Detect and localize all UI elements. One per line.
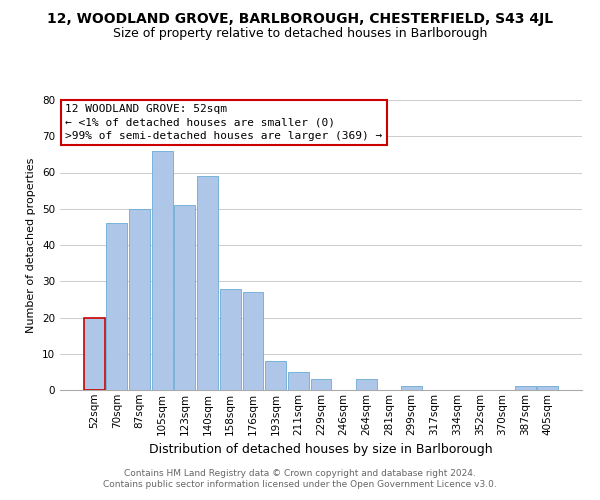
Bar: [175, 205, 196, 390]
Bar: [311, 379, 331, 390]
Bar: [220, 288, 241, 390]
Bar: [197, 176, 218, 390]
Text: 12, WOODLAND GROVE, BARLBOROUGH, CHESTERFIELD, S43 4JL: 12, WOODLAND GROVE, BARLBOROUGH, CHESTER…: [47, 12, 553, 26]
Text: Contains HM Land Registry data © Crown copyright and database right 2024.: Contains HM Land Registry data © Crown c…: [124, 468, 476, 477]
Text: 12 WOODLAND GROVE: 52sqm
← <1% of detached houses are smaller (0)
>99% of semi-d: 12 WOODLAND GROVE: 52sqm ← <1% of detach…: [65, 104, 382, 141]
Bar: [84, 318, 104, 390]
Bar: [401, 386, 422, 390]
Bar: [242, 292, 263, 390]
Bar: [288, 372, 309, 390]
Bar: [129, 209, 150, 390]
Bar: [538, 386, 558, 390]
Text: Size of property relative to detached houses in Barlborough: Size of property relative to detached ho…: [113, 28, 487, 40]
Bar: [515, 386, 536, 390]
Bar: [265, 361, 286, 390]
Bar: [356, 379, 377, 390]
Bar: [152, 151, 173, 390]
Bar: [106, 223, 127, 390]
Text: Contains public sector information licensed under the Open Government Licence v3: Contains public sector information licen…: [103, 480, 497, 489]
X-axis label: Distribution of detached houses by size in Barlborough: Distribution of detached houses by size …: [149, 443, 493, 456]
Y-axis label: Number of detached properties: Number of detached properties: [26, 158, 37, 332]
